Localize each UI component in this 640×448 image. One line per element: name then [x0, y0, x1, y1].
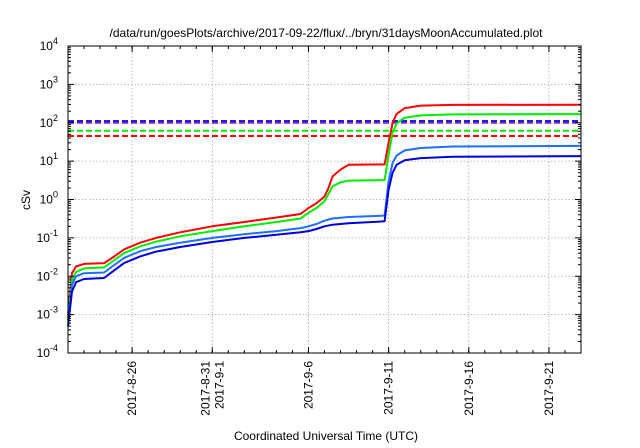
x-tick-label: 2017-9-21 [542, 361, 556, 416]
x-tick-label: 2017-9-6 [301, 361, 315, 409]
x-axis-ticks: 2017-8-26 2017-8-31 2017-9-1 2017-9-6 2017-9… [67, 46, 582, 416]
chart-title: /data/run/goesPlots/archive/2017-09-22/f… [110, 26, 544, 40]
x-tick-label: 2017-9-1 [212, 361, 226, 409]
x-tick-label: 2017-9-11 [382, 361, 396, 415]
y-tick-label: 10-2 [37, 266, 58, 283]
y-tick-label: 104 [40, 36, 58, 53]
series-line [67, 113, 582, 319]
threshold-lines [68, 120, 581, 138]
x-tick-label: 2017-8-26 [125, 361, 139, 416]
y-tick-label: 10-3 [37, 305, 58, 322]
x-tick-label: 2017-8-31 [198, 361, 212, 416]
y-tick-label: 10-4 [37, 343, 58, 360]
y-tick-label: 101 [40, 151, 58, 168]
y-tick-label: 10-1 [37, 228, 58, 245]
y-axis-label: cSv [19, 190, 33, 210]
series-line [67, 144, 582, 321]
x-axis-label: Coordinated Universal Time (UTC) [234, 429, 418, 443]
y-tick-label: 102 [40, 113, 58, 130]
series-line [67, 103, 582, 315]
y-axis-ticks: 10-4 10-3 10-2 10-1 100 101 102 103 104 [37, 36, 581, 360]
series-line [67, 155, 582, 327]
data-series [67, 103, 582, 327]
y-tick-label: 100 [40, 190, 58, 207]
y-tick-label: 103 [40, 74, 58, 91]
x-tick-label: 2017-9-16 [462, 361, 476, 416]
